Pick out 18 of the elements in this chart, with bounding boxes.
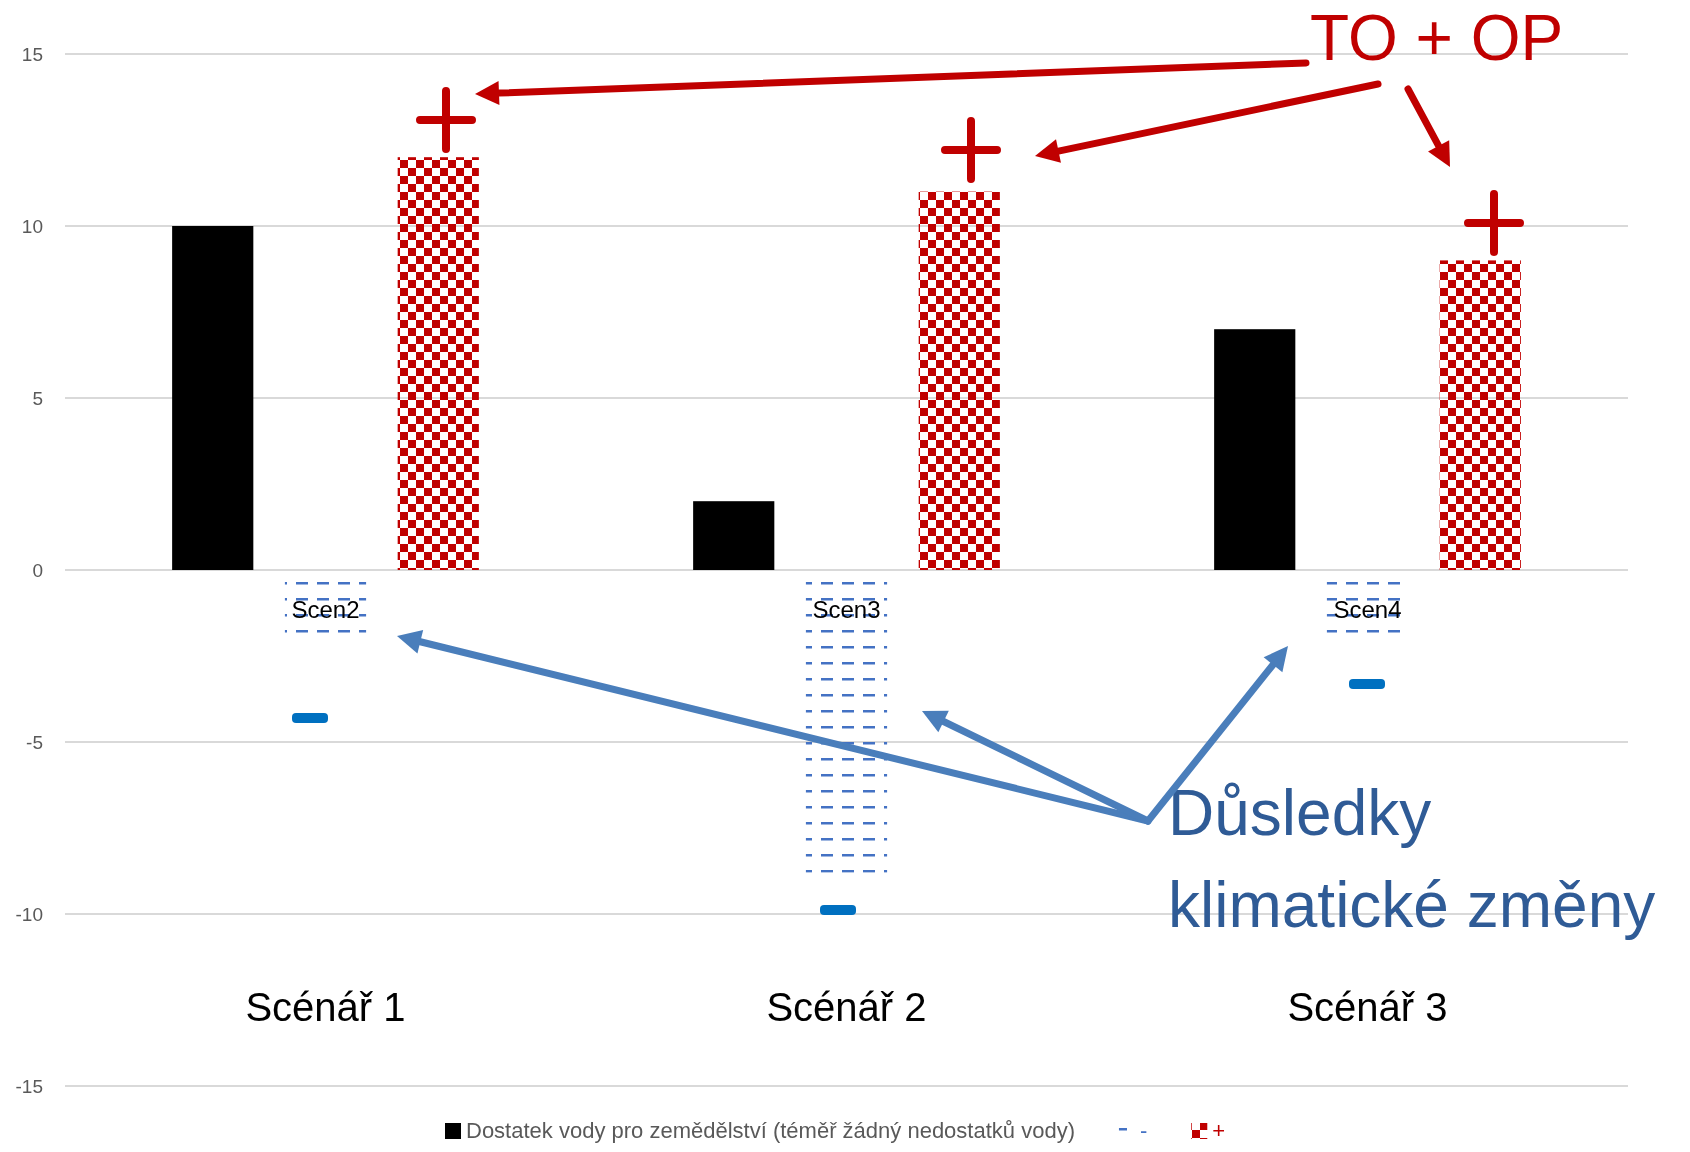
data-label: Scen4: [1333, 596, 1402, 623]
data-label: Scen3: [812, 596, 881, 623]
y-tick-label: 10: [21, 215, 43, 237]
y-tick-label: -15: [15, 1075, 43, 1097]
y-tick-label: -5: [26, 731, 43, 753]
y-tick-label: 5: [32, 387, 43, 409]
legend-label: Dostatek vody pro zemědělství (téměř žádný nedostatků vody): [466, 1118, 1075, 1143]
x-tick-label: Scénář 3: [1287, 984, 1448, 1029]
y-tick-label: -10: [15, 903, 43, 925]
x-tick-label: Scénář 2: [766, 984, 927, 1029]
data-label: Scen2: [291, 596, 360, 623]
y-tick-label: 15: [21, 43, 43, 65]
x-tick-label: Scénář 1: [245, 984, 406, 1029]
y-tick-label: 0: [32, 559, 43, 581]
legend-label: -: [1139, 1118, 1148, 1143]
annotation: Důsledky klimatické změny: [1168, 777, 1656, 941]
annotation: TO + OP: [1310, 2, 1564, 74]
legend-label: +: [1212, 1118, 1226, 1143]
